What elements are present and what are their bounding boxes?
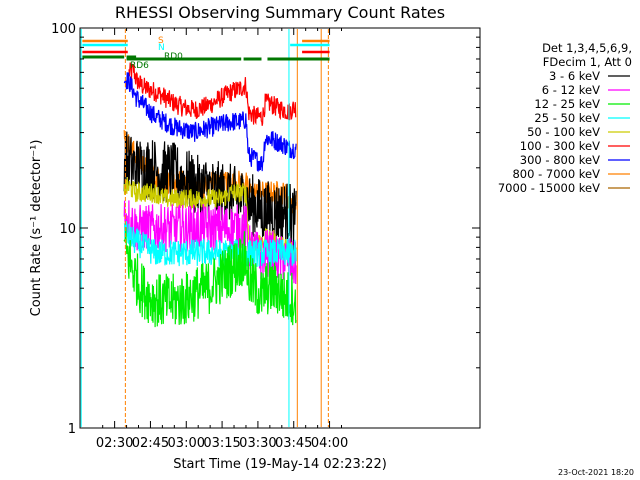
legend-entry-label: 3 - 6 keV bbox=[549, 69, 600, 83]
x-tick-label: 03:30 bbox=[239, 436, 276, 451]
legend-header: FDecim 1, Att 0 bbox=[543, 55, 632, 69]
legend-entry-label: 800 - 7000 keV bbox=[512, 167, 600, 181]
y-tick-label: 1 bbox=[68, 422, 76, 437]
series-line-6 bbox=[123, 221, 297, 267]
x-axis-label: Start Time (19-May-14 02:23:22) bbox=[173, 457, 387, 472]
flag-label: S bbox=[158, 36, 164, 46]
legend-header: Det 1,3,4,5,6,9, bbox=[542, 41, 632, 55]
x-tick-label: 03:45 bbox=[275, 436, 312, 451]
y-axis-label: Count Rate (s⁻¹ detector⁻¹) bbox=[29, 140, 44, 317]
x-tick-label: 03:00 bbox=[168, 436, 205, 451]
x-tick-label: 03:15 bbox=[203, 436, 240, 451]
legend-entry-label: 7000 - 15000 keV bbox=[498, 181, 600, 195]
plot-layer: SN RD6 RD0 bbox=[80, 29, 330, 427]
x-tick-label: 02:45 bbox=[132, 436, 169, 451]
x-tick-label: 04:00 bbox=[311, 436, 348, 451]
legend: Det 1,3,4,5,6,9,FDecim 1, Att 03 - 6 keV… bbox=[498, 41, 632, 195]
flag-label: N bbox=[158, 43, 165, 53]
x-tick-label: 02:30 bbox=[96, 436, 133, 451]
legend-entry-label: 100 - 300 keV bbox=[520, 139, 600, 153]
y-tick-label: 10 bbox=[59, 222, 76, 237]
legend-entry-label: 50 - 100 keV bbox=[527, 125, 600, 139]
flag-label: RD0 bbox=[164, 52, 183, 62]
flag-label: RD6 bbox=[130, 61, 149, 71]
y-tick-label: 100 bbox=[51, 22, 76, 37]
legend-entry-label: 6 - 12 keV bbox=[542, 83, 600, 97]
legend-entry-label: 25 - 50 keV bbox=[534, 111, 600, 125]
footer-timestamp: 23-Oct-2021 18:20 bbox=[558, 468, 634, 477]
series-line-0 bbox=[128, 62, 297, 126]
series-line-1 bbox=[123, 72, 297, 173]
series-line-7 bbox=[123, 227, 297, 328]
legend-entry-label: 300 - 800 keV bbox=[520, 153, 600, 167]
series-line-3 bbox=[123, 131, 297, 251]
legend-entry-label: 12 - 25 keV bbox=[534, 97, 600, 111]
chart-title: RHESSI Observing Summary Count Rates bbox=[115, 3, 445, 22]
